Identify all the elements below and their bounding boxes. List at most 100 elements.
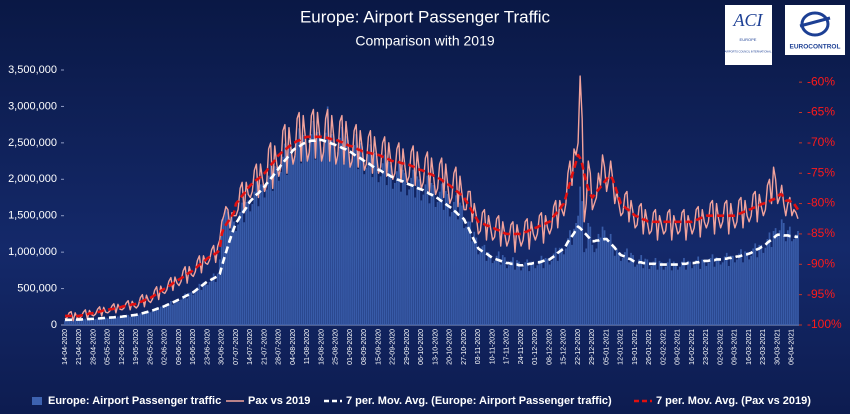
x-tick-label: 30-06-2020 <box>219 329 226 365</box>
bar <box>723 256 726 325</box>
bar <box>556 260 559 325</box>
bar <box>709 257 712 325</box>
x-tick-label: 17-11-2020 <box>504 329 511 364</box>
bar <box>102 317 105 325</box>
bar <box>615 248 618 325</box>
x-tick-label: 25-08-2020 <box>333 329 340 365</box>
bar <box>243 222 246 325</box>
bar <box>573 228 575 325</box>
bar <box>516 260 518 325</box>
bar <box>424 184 427 325</box>
bar <box>430 182 433 325</box>
bar <box>306 155 309 325</box>
bar <box>86 319 89 325</box>
bar <box>668 258 671 325</box>
bar <box>275 166 278 325</box>
bar <box>391 188 394 325</box>
bar <box>165 305 168 325</box>
bar <box>764 247 767 325</box>
bar <box>396 171 398 325</box>
bar <box>772 231 775 325</box>
bar <box>78 319 81 325</box>
bar <box>497 251 500 325</box>
bar <box>780 219 783 325</box>
bar <box>571 244 573 325</box>
bar <box>214 281 217 325</box>
x-tick-label: 26-05-2020 <box>147 329 154 365</box>
bar <box>186 298 189 325</box>
bar <box>121 317 123 325</box>
bar <box>298 128 301 325</box>
bar <box>644 258 647 325</box>
x-tick-label: 14-04-2020 <box>62 329 69 365</box>
y2-tick-label: -100% <box>807 317 842 331</box>
x-tick-label: 08-12-2020 <box>546 329 553 365</box>
bar <box>646 259 649 325</box>
bar <box>658 260 661 325</box>
bar <box>76 319 79 325</box>
bar <box>569 230 571 325</box>
bar <box>451 212 453 325</box>
bar <box>153 309 156 325</box>
bar <box>619 260 622 325</box>
bar <box>664 266 667 325</box>
bar <box>418 179 421 325</box>
bar <box>554 247 557 325</box>
x-tick-label: 19-01-2021 <box>632 329 639 365</box>
bar <box>292 163 294 325</box>
bar <box>778 230 781 325</box>
x-tick-label: 18-08-2020 <box>318 329 325 365</box>
legend: Europe: Airport Passenger traffic Pax vs … <box>32 395 811 407</box>
bar <box>222 215 225 325</box>
bar <box>444 190 447 325</box>
bar <box>624 252 626 325</box>
bar <box>446 193 449 325</box>
bar <box>345 136 347 325</box>
bar <box>123 316 125 325</box>
bar <box>68 319 70 325</box>
x-tick-label: 16-06-2020 <box>190 329 197 365</box>
bar <box>180 299 182 325</box>
bar <box>269 163 272 325</box>
y2-tick-label: -90% <box>807 256 835 270</box>
bar <box>670 270 673 325</box>
x-tick-label: 06-04-2021 <box>789 329 796 365</box>
bar <box>626 248 628 325</box>
bar <box>432 185 435 325</box>
bar <box>371 177 374 325</box>
bar <box>267 175 270 325</box>
bar <box>428 203 431 325</box>
bar <box>477 254 480 325</box>
aci-logo: ACI EUROPE AIRPORTS COUNCIL INTERNATIONA… <box>725 5 772 65</box>
bar <box>178 301 180 325</box>
eurocontrol-emblem-wing <box>799 16 831 28</box>
bar <box>420 200 423 325</box>
bar <box>534 268 537 325</box>
bar <box>514 269 516 325</box>
x-tick-label: 06-10-2020 <box>418 329 425 365</box>
bar <box>104 317 107 325</box>
bar <box>797 231 799 325</box>
bar <box>760 244 763 325</box>
eurocontrol-logo-text: EUROCONTROL <box>790 44 841 51</box>
bar <box>638 259 641 325</box>
bar <box>734 262 736 325</box>
bar <box>768 232 771 325</box>
x-tick-label: 04-08-2020 <box>290 329 297 365</box>
bar <box>548 264 551 325</box>
bar <box>719 264 722 325</box>
bar <box>613 255 616 325</box>
x-tick-label: 28-07-2020 <box>276 329 283 365</box>
bar <box>239 212 241 325</box>
bar <box>237 224 239 325</box>
bar <box>481 246 484 325</box>
bar <box>791 241 793 325</box>
bar <box>261 184 264 325</box>
bar <box>129 316 132 325</box>
x-tick-label: 22-09-2020 <box>390 329 397 365</box>
bar <box>139 313 142 325</box>
bar <box>491 263 494 325</box>
chart-subtitle: Comparison with 2019 <box>355 33 495 49</box>
bar <box>351 158 353 325</box>
bar <box>793 239 795 325</box>
